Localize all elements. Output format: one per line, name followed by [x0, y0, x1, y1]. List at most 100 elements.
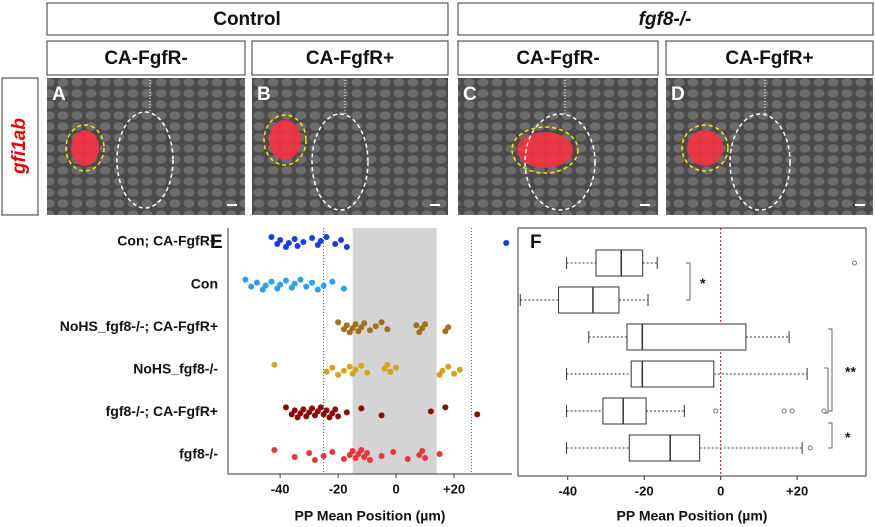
point	[338, 237, 344, 243]
point	[353, 367, 359, 373]
x-tick-label: +20	[786, 483, 808, 498]
point	[303, 284, 309, 290]
point	[341, 368, 347, 374]
x-tick-label: +20	[443, 481, 465, 496]
point	[312, 457, 318, 463]
outlier	[808, 446, 812, 450]
point	[428, 408, 434, 414]
panel-letter: F	[530, 232, 542, 253]
point	[321, 283, 327, 289]
point	[379, 319, 385, 325]
point	[324, 369, 330, 375]
point	[309, 280, 315, 286]
bracket	[824, 368, 828, 413]
panel-header: CA-FgfR+	[306, 48, 394, 69]
point	[283, 404, 289, 410]
point	[248, 284, 254, 290]
point	[405, 456, 411, 462]
point	[318, 238, 324, 244]
point	[292, 454, 298, 460]
column-header: fgf8-/-	[639, 9, 692, 30]
point	[277, 282, 283, 288]
point	[292, 281, 298, 287]
x-axis-label: PP Mean Position (µm)	[617, 508, 768, 524]
point	[361, 320, 367, 326]
point	[335, 319, 341, 325]
panel-letter: D	[671, 84, 685, 105]
point	[286, 240, 292, 246]
point	[268, 279, 274, 285]
point	[315, 287, 321, 293]
outlier	[782, 409, 786, 413]
panel-header: CA-FgfR+	[725, 48, 813, 69]
point	[451, 371, 457, 377]
box	[596, 250, 643, 276]
point	[309, 235, 315, 241]
point	[335, 413, 341, 419]
point	[321, 453, 327, 459]
point	[306, 450, 312, 456]
point	[341, 456, 347, 462]
point	[474, 411, 480, 417]
point	[263, 283, 269, 289]
point	[332, 241, 338, 247]
panel-letter: B	[257, 84, 271, 105]
point	[297, 277, 303, 283]
point	[309, 405, 315, 411]
point	[384, 362, 390, 368]
point	[344, 244, 350, 250]
box	[559, 287, 619, 313]
point	[318, 404, 324, 410]
point	[292, 236, 298, 242]
x-tick-label: -40	[271, 481, 290, 496]
point	[379, 412, 385, 418]
point	[445, 364, 451, 370]
point	[271, 362, 277, 368]
category-label: Con; CA-FgfR+	[117, 233, 218, 249]
point	[390, 449, 396, 455]
point	[254, 280, 260, 286]
point	[271, 447, 277, 453]
x-tick-label: -20	[329, 481, 348, 496]
point	[364, 450, 370, 456]
panel-letter: C	[463, 84, 477, 105]
point	[419, 448, 425, 454]
point	[442, 404, 448, 410]
bracket	[828, 329, 832, 411]
category-label: Con	[191, 275, 218, 291]
point	[445, 324, 451, 330]
significance: **	[845, 364, 856, 380]
outlier	[853, 261, 857, 265]
box	[631, 361, 714, 387]
point	[324, 234, 330, 240]
shaded-range	[353, 228, 437, 474]
point	[324, 407, 330, 413]
point	[353, 321, 359, 327]
point	[350, 448, 356, 454]
x-tick-label: -20	[635, 483, 654, 498]
point	[367, 457, 373, 463]
box	[627, 324, 746, 350]
x-tick-label: -40	[558, 483, 577, 498]
significance: *	[700, 275, 706, 291]
point	[379, 453, 385, 459]
point	[300, 239, 306, 245]
row-label: gfi1ab	[9, 118, 30, 175]
figure: Control fgf8-/- gfi1ab CA-FgfR-ACA-FgfR+…	[0, 0, 875, 527]
point	[422, 455, 428, 461]
point	[422, 321, 428, 327]
point	[332, 406, 338, 412]
point	[347, 364, 353, 370]
point	[335, 372, 341, 378]
point	[344, 409, 350, 415]
point	[393, 365, 399, 371]
x-tick-label: 0	[392, 481, 399, 496]
point	[329, 365, 335, 371]
signal	[269, 120, 301, 160]
point	[242, 277, 248, 283]
point	[268, 234, 274, 240]
bracket	[686, 263, 690, 300]
significance: *	[845, 429, 851, 445]
x-tick-label: 0	[717, 483, 724, 498]
outlier	[822, 409, 826, 413]
